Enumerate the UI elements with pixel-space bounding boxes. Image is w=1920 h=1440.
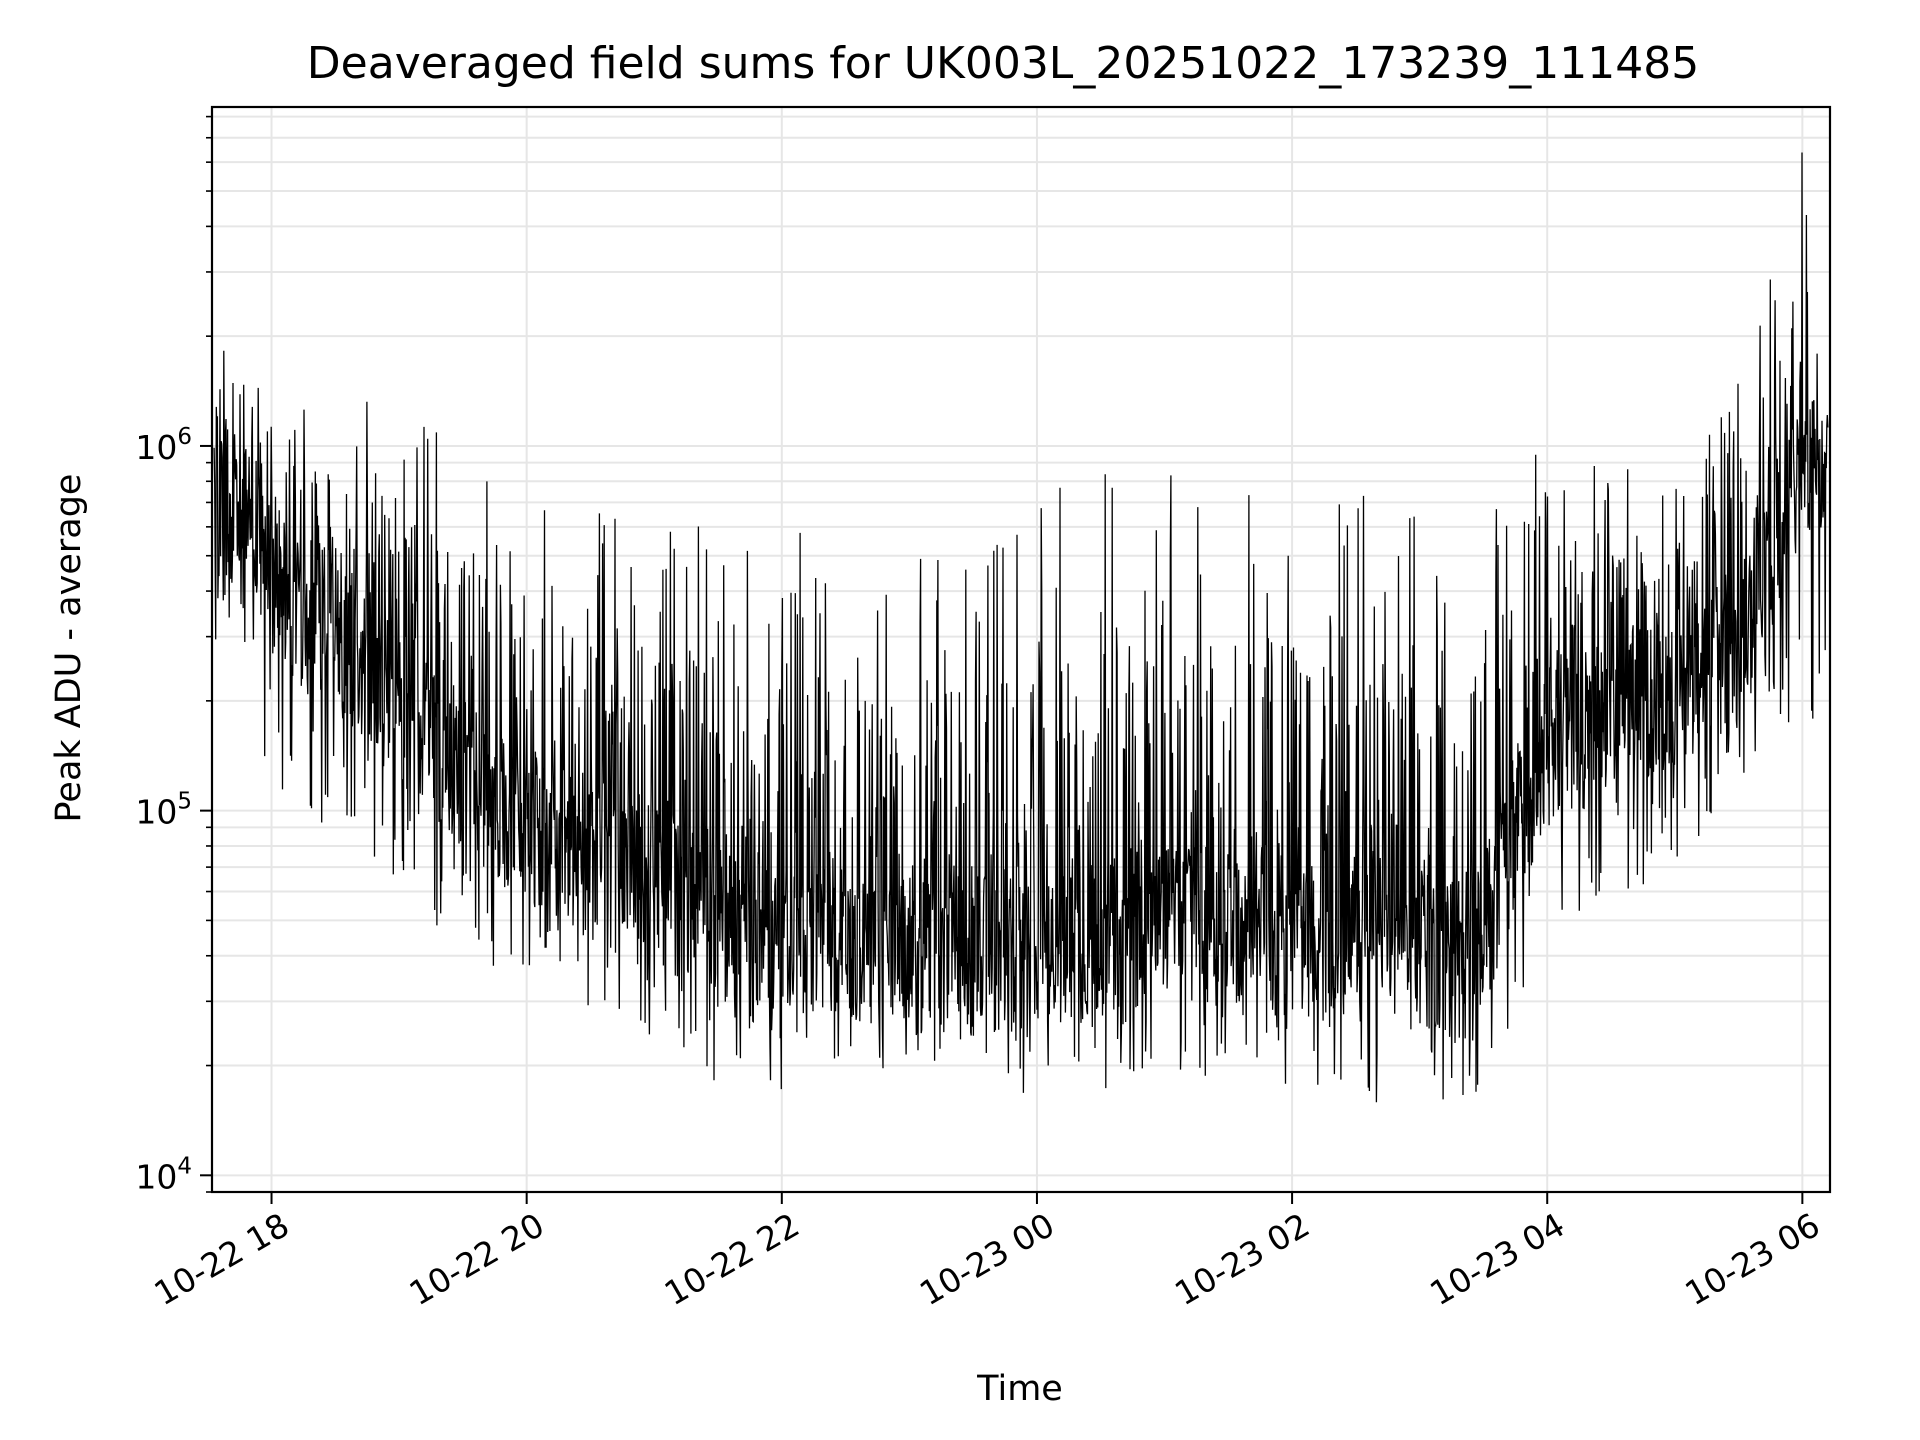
axes-frame bbox=[210, 105, 1832, 1194]
y-tick-label: 104 bbox=[135, 1153, 192, 1196]
x-axis-title: Time bbox=[976, 1369, 1063, 1409]
grid-lines bbox=[212, 107, 1830, 1193]
y-tick-label: 106 bbox=[135, 424, 192, 467]
y-axis-title: Peak ADU - average bbox=[49, 474, 89, 823]
series-line bbox=[213, 152, 1829, 1103]
chart-title: Deaveraged field sums for UK003L_2025102… bbox=[307, 38, 1699, 89]
plot-area bbox=[213, 152, 1829, 1103]
y-tick-label: 105 bbox=[135, 789, 192, 832]
